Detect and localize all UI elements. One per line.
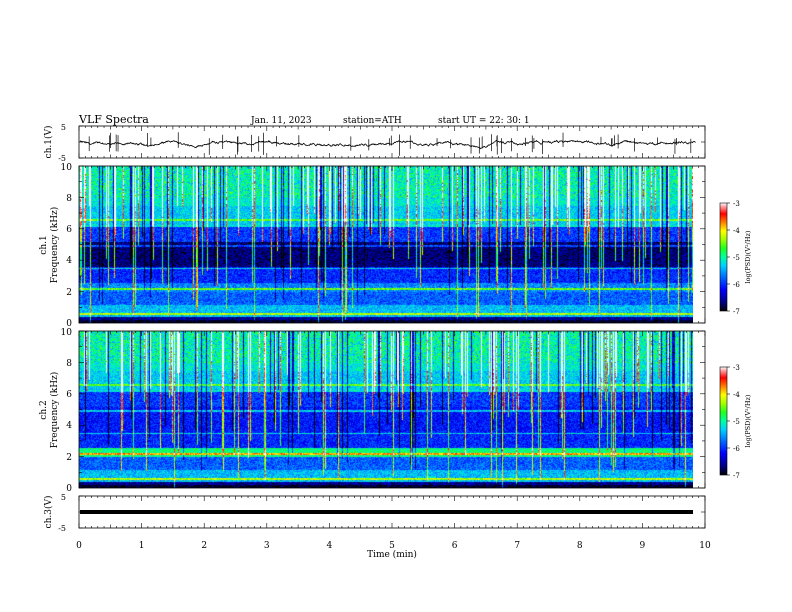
ch3-waveform-panel: 5 -5 ch.3(V): [43, 493, 706, 533]
ch1-waveform-panel: 5 -5 ch.1(V): [43, 123, 706, 163]
ch1-colorbar-label: log(PSD)(V²/Hz): [744, 230, 752, 283]
ch1-waveform-ticks: [78, 125, 706, 159]
ch2-freq-tick-label: 10: [61, 328, 73, 338]
ch2-freq-tick-label: 8: [66, 359, 72, 369]
ch1-spectrogram-panel: 0 2 4 6 8 10 ch.1 Frequency (kHz): [39, 163, 706, 329]
ch2-spectrogram-ylabel-line1: ch.2: [39, 400, 49, 419]
start-time-label: start UT = 22: 30: 1: [438, 116, 530, 126]
x-axis-tick-labels: 0 1 2 3 4 5 6 7 8 9 10: [76, 541, 711, 551]
x-tick-label: 10: [699, 541, 711, 551]
station-label: station=ATH: [343, 116, 402, 126]
ch2-colorbar-ticks: [727, 366, 730, 476]
ch1-spectrogram-ylabel-line2: Frequency (kHz): [49, 207, 60, 284]
ch3-ytick-label: 5: [61, 493, 66, 502]
ch1-colorbar-tick-label: -5: [733, 254, 740, 262]
ch1-freq-tick-label: 8: [66, 194, 72, 204]
ch2-colorbar-tick-label: -4: [733, 391, 740, 399]
x-tick-label: 9: [640, 541, 646, 551]
ch2-freq-tick-label: 2: [66, 453, 72, 463]
ch1-freq-tick-label: 2: [66, 288, 72, 298]
figure-title: VLF Spectra: [78, 113, 149, 126]
x-tick-label: 2: [201, 541, 207, 551]
ch1-colorbar-tick-label: -3: [733, 200, 740, 208]
ch1-spectrogram-ylabel-line1: ch.1: [39, 235, 49, 254]
ch1-ytick-label: 5: [61, 123, 66, 132]
ch2-spectrogram-panel: 0 2 4 6 8 10 ch.2 Frequency (kHz): [39, 328, 706, 494]
ch2-colorbar-gradient: [719, 366, 728, 476]
ch1-waveform-trace: [79, 132, 696, 156]
ch2-freq-tick-label: 0: [66, 484, 72, 494]
ch2-colorbar-tick-label: -7: [733, 472, 740, 480]
ch1-freq-tick-label: 10: [61, 163, 73, 173]
ch1-freq-tick-label: 0: [66, 319, 72, 329]
ch1-colorbar: -3 -4 -5 -6 -7 log(PSD)(V²/Hz): [719, 200, 752, 316]
ch2-colorbar-label: log(PSD)(V²/Hz): [744, 394, 752, 447]
ch1-spectrogram-ticks: [78, 165, 706, 324]
x-tick-label: 5: [389, 541, 395, 551]
x-tick-label: 0: [76, 541, 82, 551]
ch1-colorbar-ticks: [727, 202, 730, 312]
ch2-spectrogram-ticks: [78, 330, 706, 489]
x-tick-label: 3: [264, 541, 270, 551]
ch1-freq-tick-label: 4: [66, 256, 72, 266]
x-axis-label: Time (min): [367, 549, 417, 560]
date-label: Jan. 11, 2023: [250, 116, 312, 126]
ch2-spectrogram-image: [79, 331, 693, 488]
ch1-spectrogram-image: [79, 166, 693, 323]
waveform-line: [80, 510, 693, 514]
ch1-colorbar-tick-label: -6: [733, 281, 740, 289]
ch1-spectrogram-ytick-labels: 0 2 4 6 8 10: [61, 163, 73, 329]
ch1-waveform-ylabel: ch.1(V): [43, 126, 54, 159]
ch2-freq-tick-label: 6: [66, 390, 72, 400]
ch3-waveform-ticks: [78, 495, 706, 529]
x-tick-label: 6: [452, 541, 458, 551]
x-tick-label: 8: [577, 541, 583, 551]
ch2-colorbar-tick-label: -6: [733, 445, 740, 453]
ch2-spectrogram-ytick-labels: 0 2 4 6 8 10: [61, 328, 73, 494]
ch2-colorbar-tick-label: -5: [733, 418, 740, 426]
ch2-spectrogram-ylabel-line2: Frequency (kHz): [49, 372, 60, 449]
ch1-colorbar-tick-label: -4: [733, 227, 740, 235]
x-tick-label: 1: [139, 541, 145, 551]
x-tick-label: 4: [327, 541, 333, 551]
ch2-colorbar-tick-label: -3: [733, 364, 740, 372]
ch1-colorbar-tick-label: -7: [733, 308, 740, 316]
x-tick-label: 7: [514, 541, 520, 551]
ch3-waveform-trace: [80, 510, 693, 514]
ch3-waveform-ylabel: ch.3(V): [43, 496, 54, 529]
ch3-ytick-label: -5: [58, 524, 66, 533]
ch1-ytick-label: -5: [58, 154, 66, 163]
ch2-freq-tick-label: 4: [66, 421, 72, 431]
ch1-colorbar-gradient: [719, 202, 728, 312]
ch2-colorbar: -3 -4 -5 -6 -7 log(PSD)(V²/Hz): [719, 364, 752, 480]
waveform-line: [79, 139, 696, 150]
ch1-freq-tick-label: 6: [66, 225, 72, 235]
